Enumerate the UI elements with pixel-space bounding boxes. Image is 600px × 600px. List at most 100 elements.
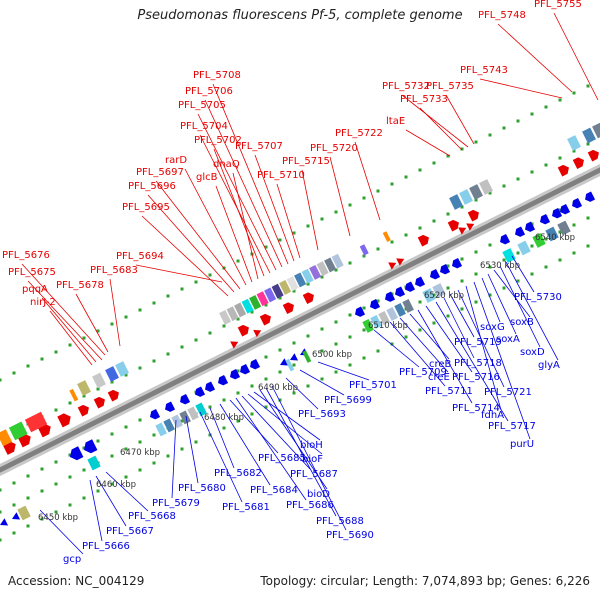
reverse-label-leader [499, 265, 541, 348]
guide-dot [474, 198, 478, 202]
forward-gene-block [24, 411, 48, 433]
forward-gene-arrow [77, 404, 89, 417]
guide-dot [110, 482, 114, 486]
forward-gene-label: PFL_5733 [400, 94, 448, 105]
guide-dot [250, 412, 254, 416]
reverse-gene-label: soxA [496, 334, 520, 345]
guide-dot [138, 366, 142, 370]
reverse-label-leader [209, 407, 235, 469]
guide-dot [54, 482, 58, 486]
guide-dot [474, 272, 478, 276]
tick-label: 6490 kbp [258, 383, 298, 393]
forward-gene-label: PFL_5735 [426, 81, 474, 92]
guide-dot [194, 440, 198, 444]
forward-label-leader [75, 293, 109, 353]
reverse-label-leader [247, 393, 323, 455]
reverse-label-leader [465, 285, 502, 411]
forward-label-leader [215, 185, 253, 283]
guide-dot [96, 329, 100, 333]
reverse-gene-arrow [560, 203, 571, 215]
guide-dot [236, 369, 240, 373]
guide-dot [418, 168, 422, 172]
reverse-label-leader [95, 475, 127, 527]
forward-gene-block [77, 380, 91, 396]
forward-gene-label: PFL_5676 [2, 250, 50, 261]
reverse-label-leader [271, 385, 347, 531]
guide-dot [278, 398, 282, 402]
guide-dot [26, 524, 30, 528]
guide-dot [12, 503, 16, 507]
reverse-gene-label: PFL_5699 [324, 395, 372, 406]
reverse-gene-arrow [84, 439, 98, 454]
guide-dot [96, 387, 100, 391]
forward-label-leader [479, 78, 563, 99]
tick-label: 6450 kbp [38, 513, 78, 523]
guide-dot [572, 149, 576, 153]
guide-dot [96, 439, 100, 443]
reverse-label-leader [435, 301, 509, 422]
forward-gene-block [316, 261, 329, 277]
reverse-label-leader [199, 411, 243, 503]
reverse-label-leader [443, 297, 475, 359]
guide-dot [446, 264, 450, 268]
guide-dot [586, 244, 590, 248]
forward-label-leader [199, 134, 271, 274]
reverse-gene-block [502, 248, 516, 263]
reverse-label-leader [285, 377, 319, 410]
forward-label-leader [405, 129, 451, 157]
forward-gene-label: PFL_5683 [90, 265, 138, 276]
guide-dot [320, 275, 324, 279]
forward-gene-block [8, 421, 28, 441]
guide-dot [362, 254, 366, 258]
forward-gene-label: PFL_5755 [534, 0, 582, 10]
forward-gene-block [115, 361, 129, 377]
forward-gene-label: PFL_5697 [136, 167, 184, 178]
guide-dot [0, 510, 2, 514]
tick-label: 6540 kbp [535, 233, 575, 243]
guide-dot [264, 355, 268, 359]
reverse-gene-block [302, 350, 312, 363]
guide-dot [278, 238, 282, 242]
forward-gene-block [249, 295, 262, 310]
reverse-label-leader [487, 273, 517, 335]
reverse-gene-block [171, 414, 183, 429]
guide-dot [460, 279, 464, 283]
forward-gene-label: PFL_5722 [335, 128, 383, 139]
forward-gene-arrow [282, 302, 294, 314]
reverse-gene-arrow [370, 298, 381, 310]
guide-dot [110, 432, 114, 436]
guide-dot [222, 324, 226, 328]
guide-dot [152, 461, 156, 465]
guide-dot [250, 384, 254, 388]
forward-gene-block [241, 298, 254, 314]
reverse-gene-arrow [572, 197, 583, 209]
reverse-gene-block [285, 358, 295, 372]
reverse-gene-label: PFL_5668 [128, 511, 176, 522]
forward-gene-label: PFL_5675 [8, 267, 56, 278]
forward-gene-label: PFL_5715 [282, 156, 330, 167]
guide-dot [502, 126, 506, 130]
gene-arrowhead [0, 518, 9, 526]
guide-dot [404, 335, 408, 339]
reverse-gene-label: PFL_5701 [349, 380, 397, 391]
reverse-gene-block [378, 311, 390, 325]
guide-dot [208, 331, 212, 335]
forward-gene-arrow [447, 219, 459, 232]
summary-text: Topology: circular; Length: 7,074,893 bp… [260, 574, 590, 588]
forward-label-leader [204, 99, 283, 268]
guide-dot [432, 161, 436, 165]
guide-dot [306, 224, 310, 228]
reverse-gene-block [557, 220, 571, 236]
guide-dot [26, 474, 30, 478]
reverse-gene-arrow [430, 268, 441, 280]
forward-gene-block [469, 184, 483, 200]
guide-dot [68, 343, 72, 347]
guide-dot [68, 453, 72, 457]
guide-dot [460, 147, 464, 151]
guide-dot [166, 352, 170, 356]
reverse-gene-arrow [440, 263, 451, 275]
reverse-gene-label: PFL_5717 [488, 421, 536, 432]
guide-dot [68, 503, 72, 507]
